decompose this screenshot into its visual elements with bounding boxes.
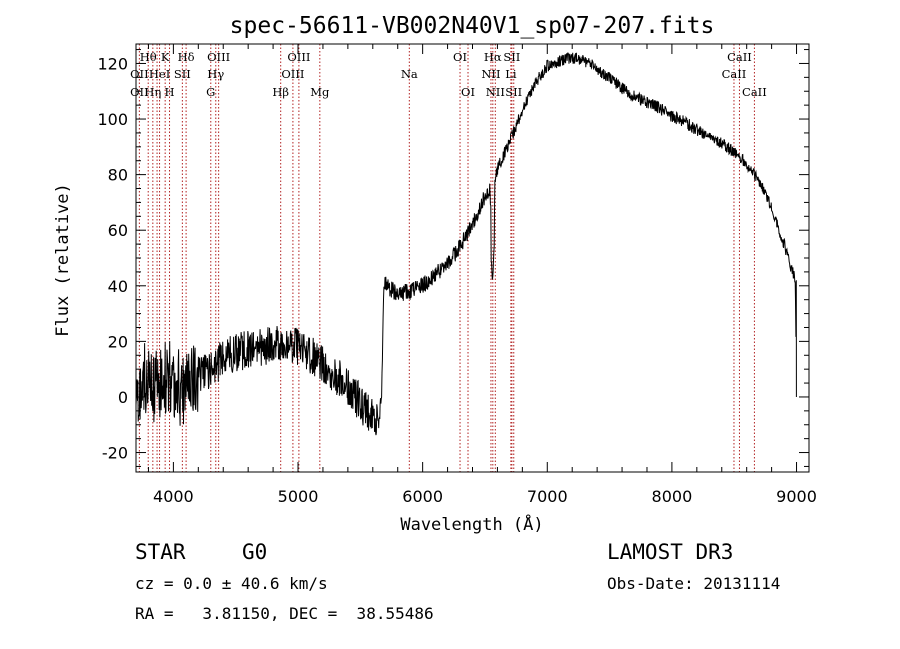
x-tick-label: 9000 [776,487,817,506]
line-label-1: K [161,50,170,64]
y-tick-label: 120 [97,54,128,73]
line-label-0: Hθ [140,50,157,64]
line-label-17: CaII [722,67,747,81]
object-subclass: G0 [242,540,268,564]
redshift-text: cz = 0.0 ± 40.6 km/s [135,574,328,593]
line-label-8: CaII [727,50,752,64]
obs-date: Obs-Date: 20131114 [607,574,781,593]
line-label-14: Na [401,67,418,81]
y-tick-label: 40 [108,277,128,296]
line-label-22: Hβ [272,85,289,99]
x-tick-label: 4000 [153,487,194,506]
spectrum-series [135,52,797,436]
x-axis: 4000 5000 6000 7000 8000 9000 [147,44,817,506]
coordinates: RA = 3.81150, DEC = 38.55486 [135,604,434,623]
line-label-12: Hγ [207,67,224,81]
y-axis: -20 0 20 40 60 80 100 120 [97,49,809,467]
line-label-24: OI [461,85,475,99]
x-tick-label: 6000 [402,487,443,506]
x-axis-label: Wavelength (Å) [400,513,543,535]
x-tick-label: 8000 [652,487,693,506]
line-label-20: H [165,85,175,99]
line-label-25: NII [486,85,505,99]
chart-title: spec-56611-VB002N40V1_sp07-207.fits [230,13,715,39]
emission-line-markers [138,44,755,472]
object-class: STAR [135,540,186,564]
x-tick-label: 5000 [278,487,319,506]
line-label-19: Hη [144,85,161,99]
line-label-27: CaII [742,85,767,99]
line-label-16: Li [505,67,517,81]
line-label-7: SII [503,50,520,64]
y-axis-label: Flux (relative) [53,183,73,337]
y-tick-label: 20 [108,332,128,351]
line-label-5: OI [453,50,467,64]
spectrum-line [135,52,797,436]
y-tick-label: -20 [102,444,128,463]
line-label-23: Mg [310,85,330,99]
line-label-18: OII [130,85,149,99]
line-label-26: SII [505,85,522,99]
y-tick-label: 100 [97,110,128,129]
y-tick-label: 80 [108,166,128,185]
y-tick-label: 60 [108,221,128,240]
line-label-4: OIII [287,50,310,64]
line-label-21: G [206,85,215,99]
line-label-10: HeI [149,67,170,81]
survey-name: LAMOST DR3 [607,540,734,564]
line-label-6: Hα [484,50,502,64]
line-label-15: NII [481,67,500,81]
line-label-9: OII [130,67,149,81]
line-label-2: Hδ [178,50,195,64]
x-tick-label: 7000 [527,487,568,506]
line-label-13: OIII [281,67,304,81]
plot-frame [135,43,810,473]
line-label-3: OIII [207,50,230,64]
y-tick-label: 0 [118,388,128,407]
line-label-11: SII [174,67,191,81]
